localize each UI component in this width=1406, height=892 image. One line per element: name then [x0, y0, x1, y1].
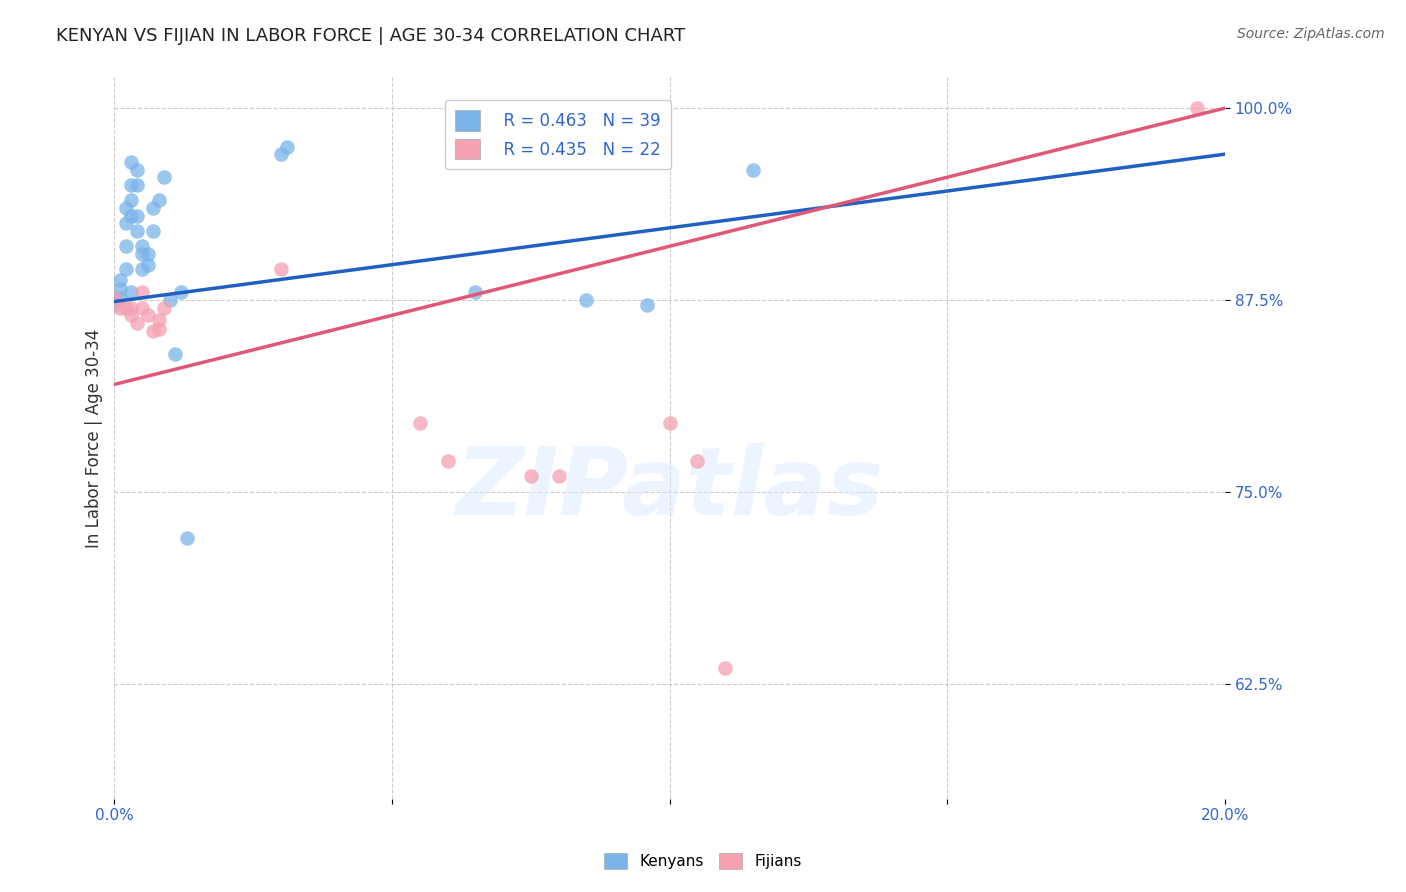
Point [142, 224, 165, 238]
Point [714, 661, 737, 675]
Point [136, 308, 159, 322]
Point [170, 285, 193, 300]
Point [464, 285, 486, 300]
Point [125, 316, 148, 330]
Text: Source: ZipAtlas.com: Source: ZipAtlas.com [1237, 27, 1385, 41]
Point [142, 324, 165, 338]
Point [120, 193, 142, 207]
Text: KENYAN VS FIJIAN IN LABOR FORCE | AGE 30-34 CORRELATION CHART: KENYAN VS FIJIAN IN LABOR FORCE | AGE 30… [56, 27, 686, 45]
Point [153, 301, 176, 315]
Point [131, 285, 153, 300]
Point [114, 216, 136, 230]
Point [120, 154, 142, 169]
Point [136, 247, 159, 261]
Point [520, 124, 543, 138]
Point [1185, 101, 1208, 115]
Point [742, 162, 765, 177]
Point [114, 262, 136, 277]
Point [409, 416, 432, 430]
Point [148, 313, 170, 327]
Legend: Kenyans, Fijians: Kenyans, Fijians [598, 847, 808, 875]
Point [108, 282, 131, 296]
Point [131, 239, 153, 253]
Point [148, 193, 170, 207]
Y-axis label: In Labor Force | Age 30-34: In Labor Force | Age 30-34 [86, 328, 103, 548]
Point [120, 285, 142, 300]
Point [575, 293, 598, 307]
Point [103, 292, 125, 306]
Point [103, 292, 125, 306]
Point [686, 454, 709, 468]
Point [125, 209, 148, 223]
Point [547, 469, 569, 483]
Point [470, 139, 492, 153]
Text: ZIPatlas: ZIPatlas [456, 442, 884, 534]
Point [131, 262, 153, 277]
Point [108, 273, 131, 287]
Point [125, 178, 148, 192]
Point [125, 162, 148, 177]
Point [148, 322, 170, 336]
Point [270, 262, 292, 277]
Point [131, 301, 153, 315]
Point [120, 301, 142, 315]
Point [520, 469, 543, 483]
Point [125, 224, 148, 238]
Point [120, 178, 142, 192]
Point [103, 297, 125, 311]
Point [436, 454, 458, 468]
Point [142, 201, 165, 215]
Point [114, 301, 136, 315]
Point [159, 293, 181, 307]
Legend:   R = 0.463   N = 39,   R = 0.435   N = 22: R = 0.463 N = 39, R = 0.435 N = 22 [444, 100, 671, 169]
Point [120, 308, 142, 322]
Point [658, 416, 681, 430]
Point [108, 292, 131, 306]
Point [114, 201, 136, 215]
Point [136, 258, 159, 272]
Point [114, 239, 136, 253]
Point [636, 297, 658, 311]
Point [120, 209, 142, 223]
Point [176, 531, 198, 545]
Point [165, 347, 187, 361]
Point [276, 139, 298, 153]
Point [131, 247, 153, 261]
Point [108, 301, 131, 315]
Point [153, 170, 176, 185]
Point [270, 147, 292, 161]
